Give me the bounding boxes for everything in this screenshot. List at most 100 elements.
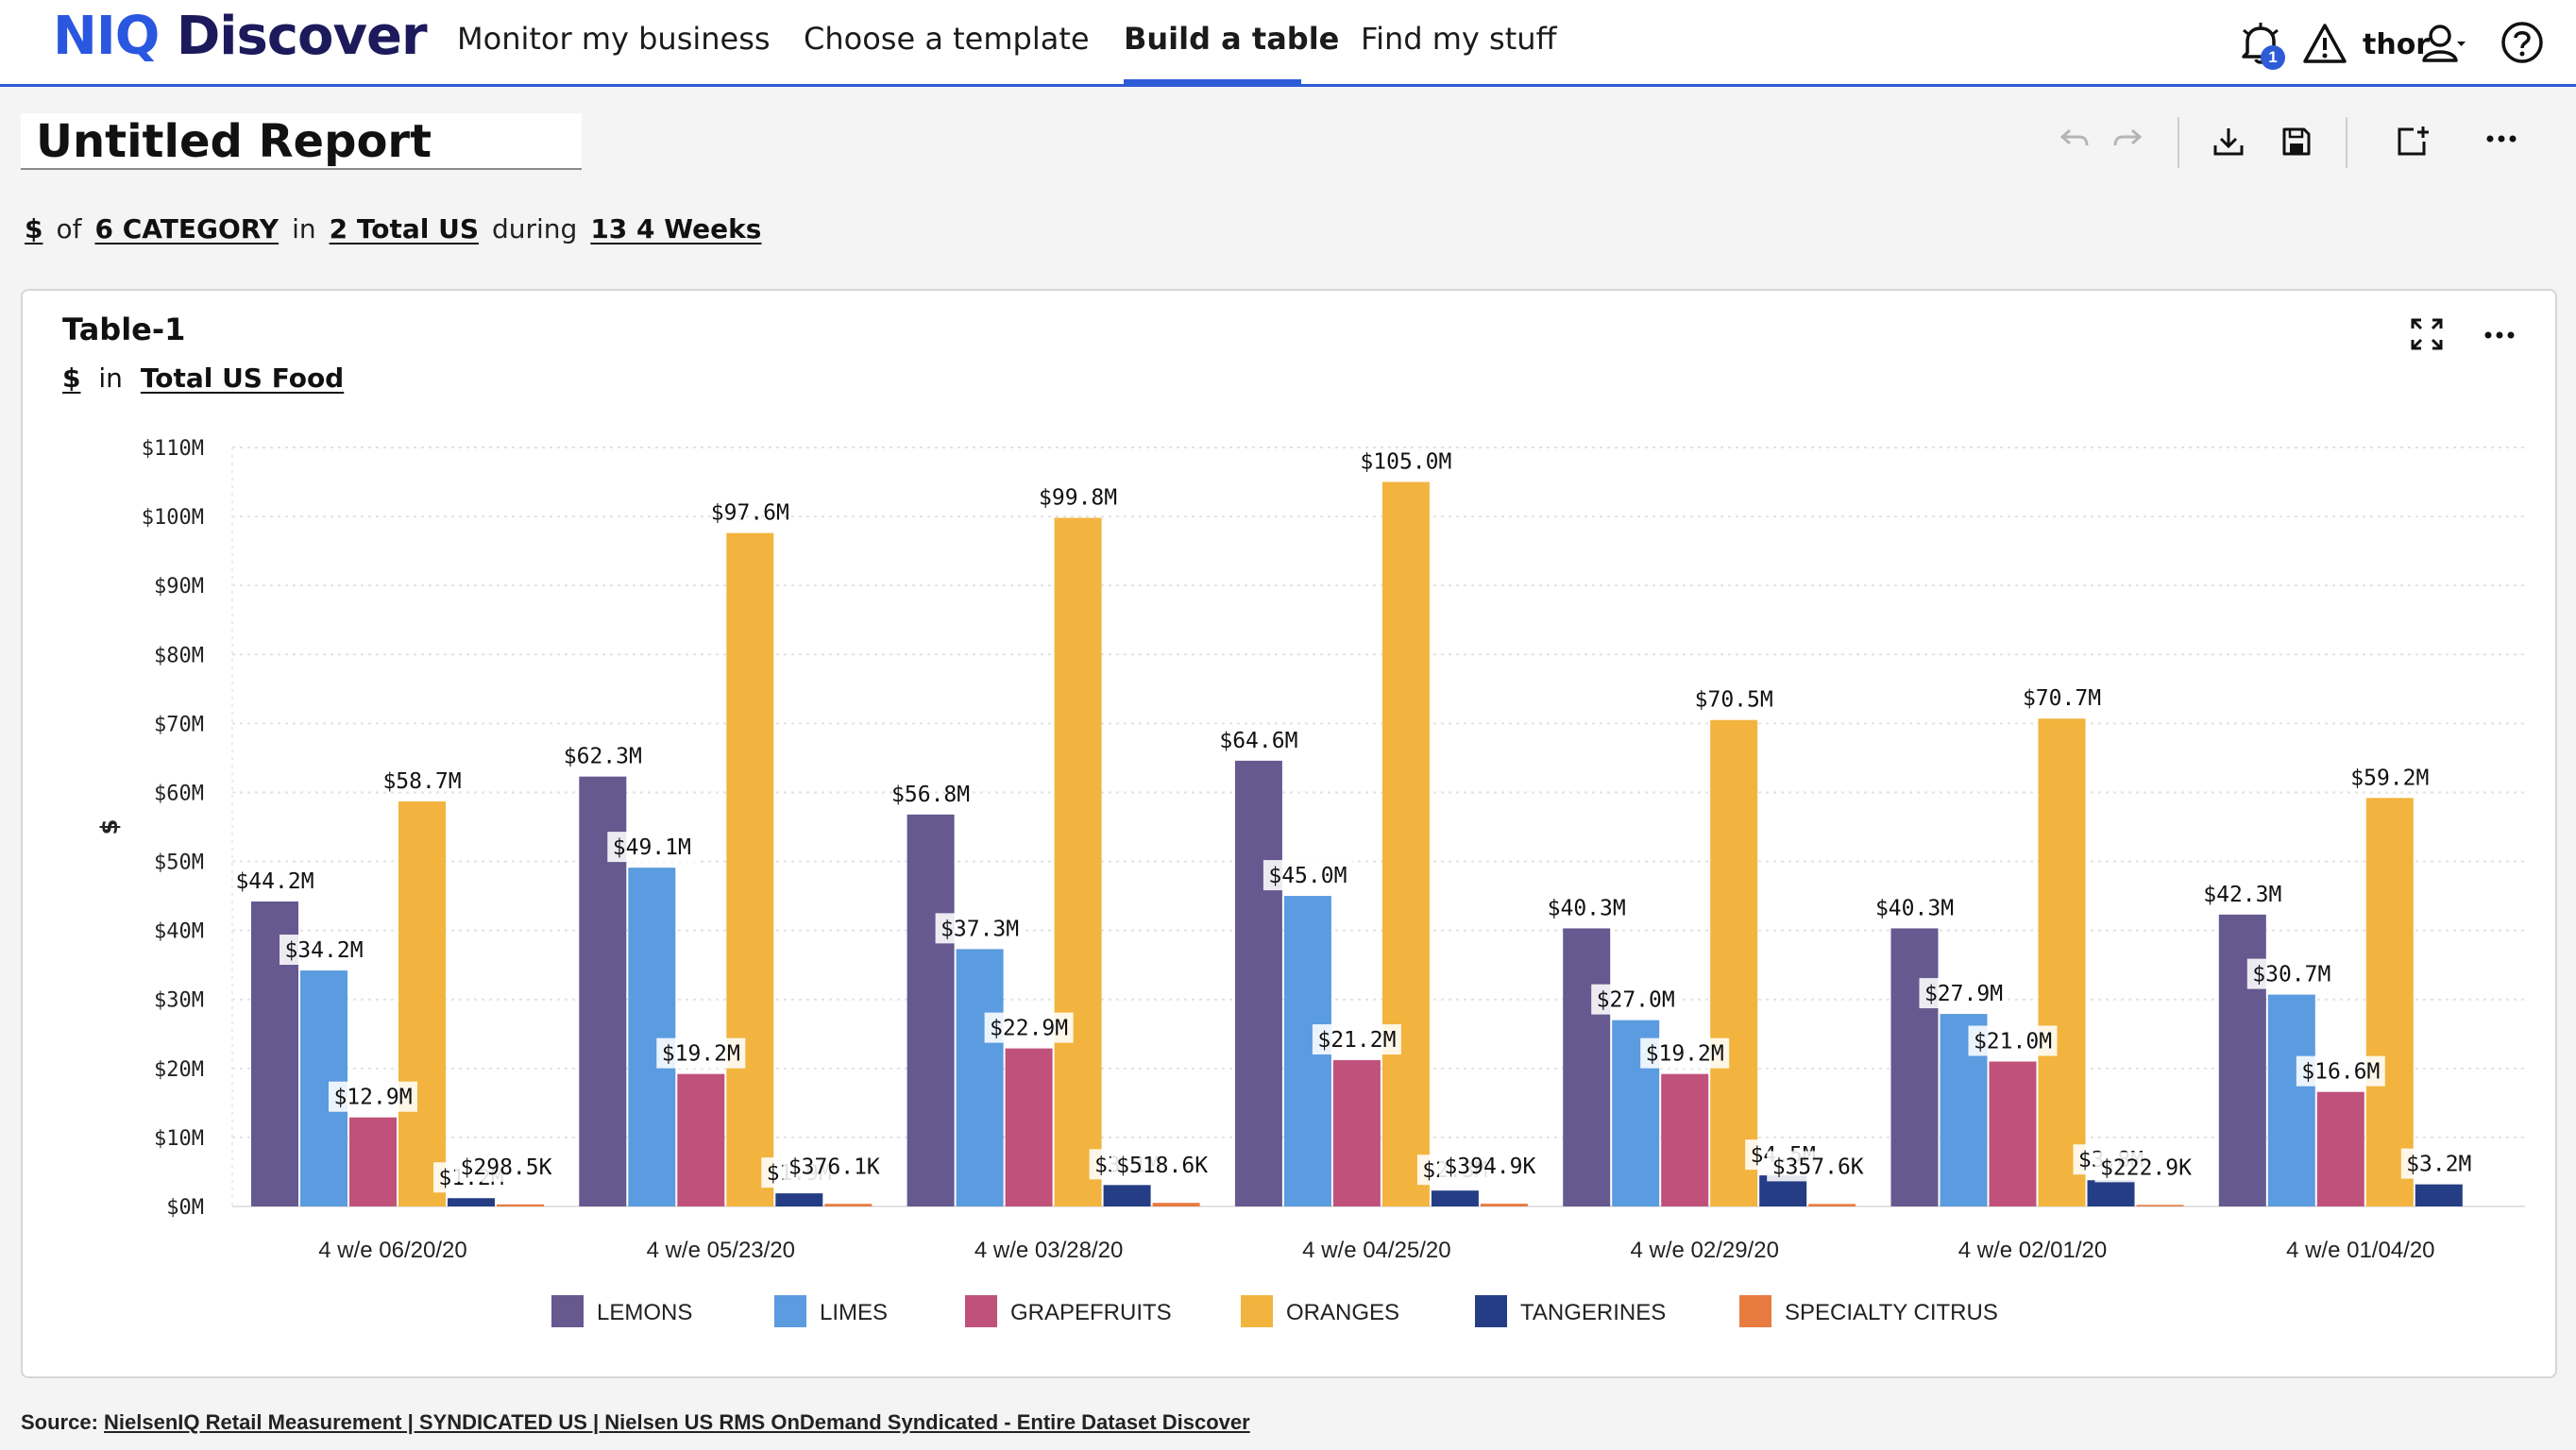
x-tick-label: 4 w/e 06/20/20 — [318, 1238, 466, 1263]
data-label: $99.8M — [1039, 486, 1117, 511]
bar-limes — [956, 949, 1004, 1206]
niq-discover-logo[interactable]: NIQ Discover — [53, 6, 428, 67]
period-selector[interactable]: 13 4 Weeks — [590, 213, 762, 244]
data-label: $44.2M — [235, 869, 314, 894]
undo-icon[interactable] — [2059, 125, 2091, 158]
x-tick-label: 4 w/e 02/29/20 — [1630, 1238, 1778, 1263]
data-label: $27.9M — [1924, 982, 2003, 1006]
y-axis-label: $ — [96, 819, 123, 835]
warning-icon[interactable] — [2302, 21, 2347, 71]
legend-swatch-grapefruits — [965, 1295, 997, 1327]
download-icon[interactable] — [2212, 125, 2246, 163]
category-selector[interactable]: 6 CATEGORY — [94, 213, 280, 244]
data-label-background — [1110, 1150, 1213, 1181]
data-label-background — [1263, 860, 1352, 891]
data-label: $394.9K — [1444, 1155, 1535, 1179]
market-selector[interactable]: 2 Total US — [329, 213, 479, 244]
bar-tangerines — [775, 1193, 823, 1206]
data-label: $30.7M — [2252, 963, 2330, 987]
table-card: Table-1 $ in Total US Food $0M $10M $20M $3… — [21, 289, 2557, 1378]
expand-icon[interactable] — [2410, 317, 2444, 356]
data-label: $70.7M — [2023, 686, 2101, 711]
user-name[interactable]: thor — [2363, 28, 2431, 61]
bar-tangerines — [2415, 1184, 2463, 1206]
bar-oranges — [1710, 719, 1758, 1206]
data-label: $376.1K — [788, 1155, 880, 1179]
x-tick-label: 4 w/e 03/28/20 — [974, 1238, 1123, 1263]
data-label-background — [455, 1151, 557, 1182]
active-tab-indicator — [1124, 79, 1301, 85]
bar-grapefruits — [1661, 1073, 1709, 1206]
bar-specialty-citrus — [1480, 1204, 1528, 1206]
toolbar-divider — [2178, 117, 2179, 168]
nav-monitor-my-business[interactable]: Monitor my business — [457, 21, 771, 57]
bar-oranges — [1381, 481, 1430, 1206]
logo-brand: NIQ — [53, 6, 160, 67]
data-label: $518.6K — [1116, 1154, 1208, 1178]
table-subtitle-word: in — [98, 362, 123, 394]
table-title: Table-1 — [62, 312, 186, 347]
y-tick-label: $30M — [154, 989, 204, 1013]
more-options-icon[interactable] — [2485, 132, 2517, 149]
y-tick-label: $100M — [142, 506, 204, 530]
bar-grapefruits — [1005, 1048, 1053, 1206]
legend-label: LEMONS — [597, 1300, 692, 1325]
data-label: $40.3M — [1875, 896, 1954, 920]
table-market-selector[interactable]: Total US Food — [140, 362, 345, 394]
bar-limes — [2267, 994, 2315, 1206]
data-label-background — [1640, 1037, 1730, 1069]
measure-selector[interactable]: $ — [25, 213, 43, 244]
query-word: during — [491, 213, 578, 244]
report-title-input[interactable]: Untitled Report — [21, 113, 582, 170]
legend-label: GRAPEFRUITS — [1010, 1300, 1172, 1325]
card-more-options-icon[interactable] — [2483, 329, 2516, 346]
legend-swatch-limes — [774, 1295, 806, 1327]
data-label-background — [2400, 1148, 2477, 1179]
data-label-background — [1919, 978, 2008, 1009]
data-label-background — [329, 1081, 417, 1112]
nav-build-a-table[interactable]: Build a table — [1124, 21, 1340, 57]
data-label: $70.5M — [1695, 688, 1773, 713]
user-avatar-icon[interactable] — [2421, 21, 2466, 71]
bar-grapefruits — [1332, 1060, 1381, 1206]
legend-label: ORANGES — [1286, 1300, 1399, 1325]
y-tick-label: $60M — [154, 782, 204, 805]
table-measure-selector[interactable]: $ — [62, 362, 81, 394]
bar-grapefruits — [1989, 1061, 2037, 1206]
data-label: $58.7M — [382, 769, 461, 794]
bar-lemons — [1234, 760, 1282, 1206]
bar-lemons — [2218, 914, 2266, 1206]
legend-swatch-specialty-citrus — [1739, 1295, 1771, 1327]
data-label-background — [2246, 958, 2336, 989]
data-label: $49.1M — [613, 835, 691, 860]
x-tick-label: 4 w/e 01/04/20 — [2286, 1238, 2434, 1263]
bar-specialty-citrus — [824, 1204, 873, 1206]
data-label: $19.2M — [1646, 1042, 1724, 1067]
save-icon[interactable] — [2279, 125, 2313, 163]
y-tick-label: $70M — [154, 713, 204, 736]
data-label: $222.9K — [2100, 1155, 2192, 1180]
y-tick-label: $80M — [154, 644, 204, 667]
data-label: $64.6M — [1219, 729, 1297, 753]
x-tick-label: 4 w/e 02/01/20 — [1958, 1238, 2107, 1263]
data-label-background — [935, 913, 1025, 944]
data-label-background — [2094, 1152, 2197, 1183]
y-tick-label: $40M — [154, 920, 204, 944]
bar-oranges — [2038, 718, 2086, 1206]
redo-icon[interactable] — [2111, 125, 2144, 158]
nav-find-my-stuff[interactable]: Find my stuff — [1361, 21, 1557, 57]
data-label-background — [280, 935, 368, 966]
add-visual-icon[interactable] — [2395, 125, 2431, 163]
help-icon[interactable] — [2500, 21, 2544, 69]
bar-chart: $0M $10M $20M $30M $40M $50M $60M $70M $80M $90M $… — [96, 437, 2525, 1327]
logo-product: Discover — [176, 6, 428, 67]
bar-specialty-citrus — [1152, 1203, 1200, 1206]
bar-specialty-citrus — [2136, 1205, 2184, 1206]
data-label: $298.5K — [461, 1155, 552, 1180]
data-label-background — [1767, 1151, 1870, 1182]
data-label: $42.3M — [2203, 883, 2281, 907]
data-label: $21.0M — [1974, 1030, 2052, 1054]
data-label: $62.3M — [564, 745, 642, 769]
nav-choose-a-template[interactable]: Choose a template — [804, 21, 1090, 57]
source-link[interactable]: NielsenIQ Retail Measurement | SYNDICATE… — [104, 1410, 1250, 1434]
